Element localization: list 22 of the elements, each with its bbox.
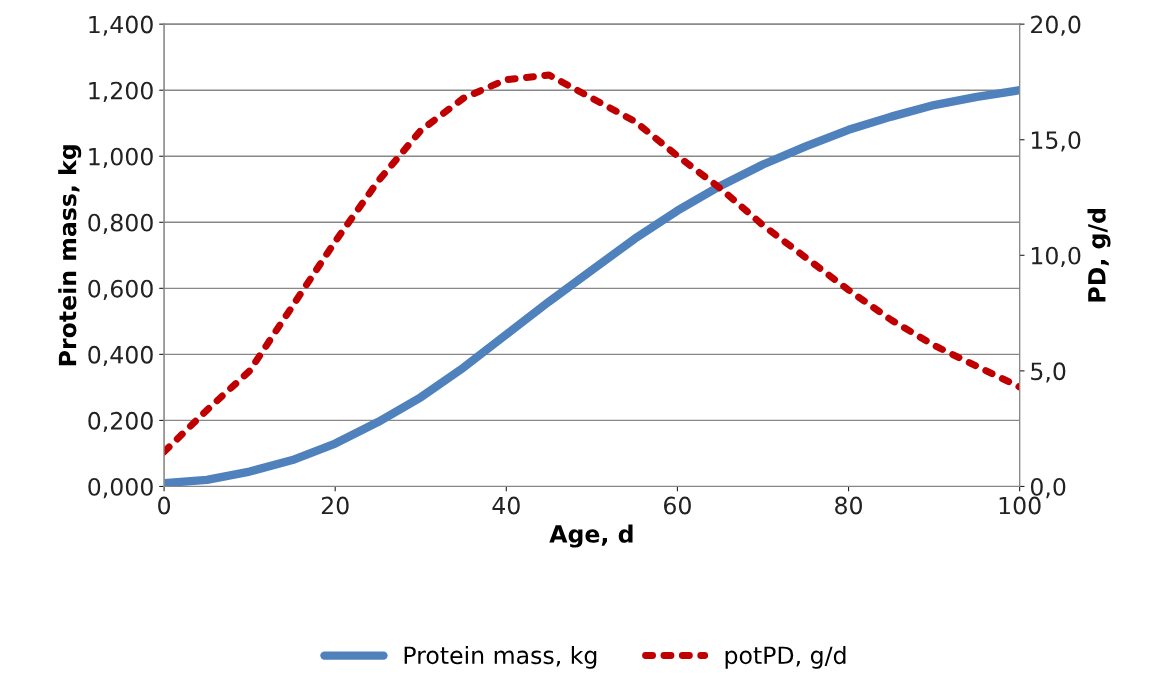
y2-axis-title: PD, g/d [1087, 209, 1111, 302]
y2-tick-label: 15,0 [1031, 131, 1081, 152]
y-axis-title: Protein mass, kg [58, 145, 82, 366]
legend-label: Protein mass, kg [404, 645, 597, 669]
y2-tick-label: 5,0 [1031, 362, 1066, 383]
legend-label: potPD, g/d [725, 645, 846, 669]
y-tick-label: 1,000 [89, 147, 153, 168]
x-tick-label: 40 [492, 496, 520, 515]
y2-tick-label: 20,0 [1031, 15, 1081, 36]
y-tick-label: 0,800 [88, 213, 153, 234]
x-tick-label: 0 [158, 496, 171, 515]
x-tick-label: 60 [664, 496, 691, 515]
x-tick-label: 80 [835, 496, 862, 515]
y-tick-label: 0,000 [88, 477, 153, 499]
x-tick-label: 20 [321, 496, 349, 515]
y-tick-label: 0,400 [88, 345, 153, 367]
x-axis-title: Age, d [549, 524, 633, 548]
y-tick-label: 1,400 [89, 15, 153, 36]
y-tick-label: 0,600 [88, 279, 153, 301]
y2-tick-label: 10,0 [1031, 246, 1081, 268]
y-tick-label: 0,200 [88, 411, 153, 433]
y-tick-label: 1,200 [89, 81, 153, 102]
